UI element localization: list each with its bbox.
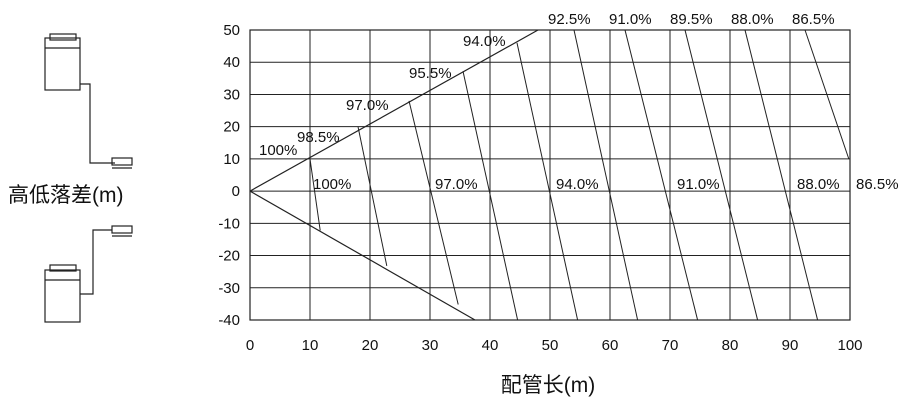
upper-outdoor-unit-icon: [44, 37, 81, 91]
y-tick-labels: 50 40 30 20 10 0 -10 -20 -30 -40: [218, 22, 240, 329]
capacity-contour-line-5: [573, 29, 639, 321]
lower-indoor-unit-icon: [111, 225, 133, 234]
x-tick-label: 70: [662, 337, 679, 354]
top-percent-labels: 92.5% 91.0% 89.5% 88.0% 86.5%: [548, 11, 835, 28]
lower-outdoor-unit-top-icon: [49, 264, 77, 272]
capacity-contour-line-1: [357, 126, 388, 266]
label-top-88-0: 88.0%: [731, 11, 774, 28]
label-top-91-0: 91.0%: [609, 11, 652, 28]
x-tick-labels: 0 10 20 30 40 50 60 70 80 90 100: [246, 337, 863, 354]
y-tick-label: -30: [218, 280, 240, 297]
lower-outdoor-unit-icon: [44, 269, 81, 323]
y-tick-label: 20: [223, 119, 240, 136]
label-top-86-5: 86.5%: [792, 11, 835, 28]
capacity-contour-line-0: [309, 158, 321, 231]
label-mid-86-5: 86.5%: [856, 176, 899, 193]
x-tick-label: 80: [722, 337, 739, 354]
label-mid-97-0: 97.0%: [435, 176, 478, 193]
lower-pipe-icon: [80, 229, 112, 295]
label-top-89-5: 89.5%: [670, 11, 713, 28]
upper-boundary-line: [249, 29, 539, 192]
y-tick-label: 30: [223, 86, 240, 103]
label-upper-95-5: 95.5%: [409, 65, 452, 82]
capacity-contour-line-6: [624, 29, 699, 321]
lower-boundary-line: [249, 190, 476, 321]
capacity-contour-line-4: [516, 42, 579, 321]
upper-percent-labels: 100% 98.5% 97.0% 95.5% 94.0%: [259, 33, 506, 159]
mid-percent-labels: 100% 97.0% 94.0% 91.0% 88.0% 86.5%: [313, 176, 899, 193]
label-top-92-5: 92.5%: [548, 11, 591, 28]
upper-indoor-unit-icon: [111, 157, 133, 166]
label-upper-94-0: 94.0%: [463, 33, 506, 50]
label-mid-88-0: 88.0%: [797, 176, 840, 193]
x-tick-label: 90: [782, 337, 799, 354]
label-mid-100: 100%: [313, 176, 351, 193]
label-upper-97-0: 97.0%: [346, 97, 389, 114]
x-axis-title: 配管长(m): [501, 374, 595, 397]
y-axis-title: 高低落差(m): [8, 184, 123, 207]
chart-grid: [249, 29, 851, 321]
capacity-contour-line-9: [804, 29, 850, 160]
x-tick-label: 100: [837, 337, 862, 354]
upper-outdoor-unit-top-icon: [49, 33, 77, 41]
x-tick-label: 10: [302, 337, 319, 354]
label-upper-98-5: 98.5%: [297, 129, 340, 146]
y-tick-label: -10: [218, 215, 240, 232]
x-tick-label: 50: [542, 337, 559, 354]
label-mid-94-0: 94.0%: [556, 176, 599, 193]
lower-unit-illustration: [44, 225, 133, 323]
x-tick-label: 30: [422, 337, 439, 354]
upper-unit-illustration: [44, 33, 133, 169]
chart-contours: [309, 29, 850, 321]
capacity-contour-line-7: [684, 29, 759, 321]
y-tick-label: -40: [218, 312, 240, 329]
x-tick-label: 40: [482, 337, 499, 354]
y-tick-label: -20: [218, 248, 240, 265]
y-tick-label: 10: [223, 151, 240, 168]
x-tick-label: 20: [362, 337, 379, 354]
capacity-contour-line-8: [744, 29, 819, 321]
chart-boundary: [249, 29, 539, 321]
x-tick-label: 60: [602, 337, 619, 354]
y-tick-label: 40: [223, 54, 240, 71]
y-tick-label: 0: [232, 183, 240, 200]
upper-pipe-icon: [80, 83, 115, 164]
y-tick-label: 50: [223, 22, 240, 39]
label-upper-100: 100%: [259, 142, 297, 159]
capacity-contour-line-2: [408, 100, 459, 305]
x-tick-label: 0: [246, 337, 254, 354]
capacity-contour-line-3: [462, 71, 519, 321]
label-mid-91-0: 91.0%: [677, 176, 720, 193]
